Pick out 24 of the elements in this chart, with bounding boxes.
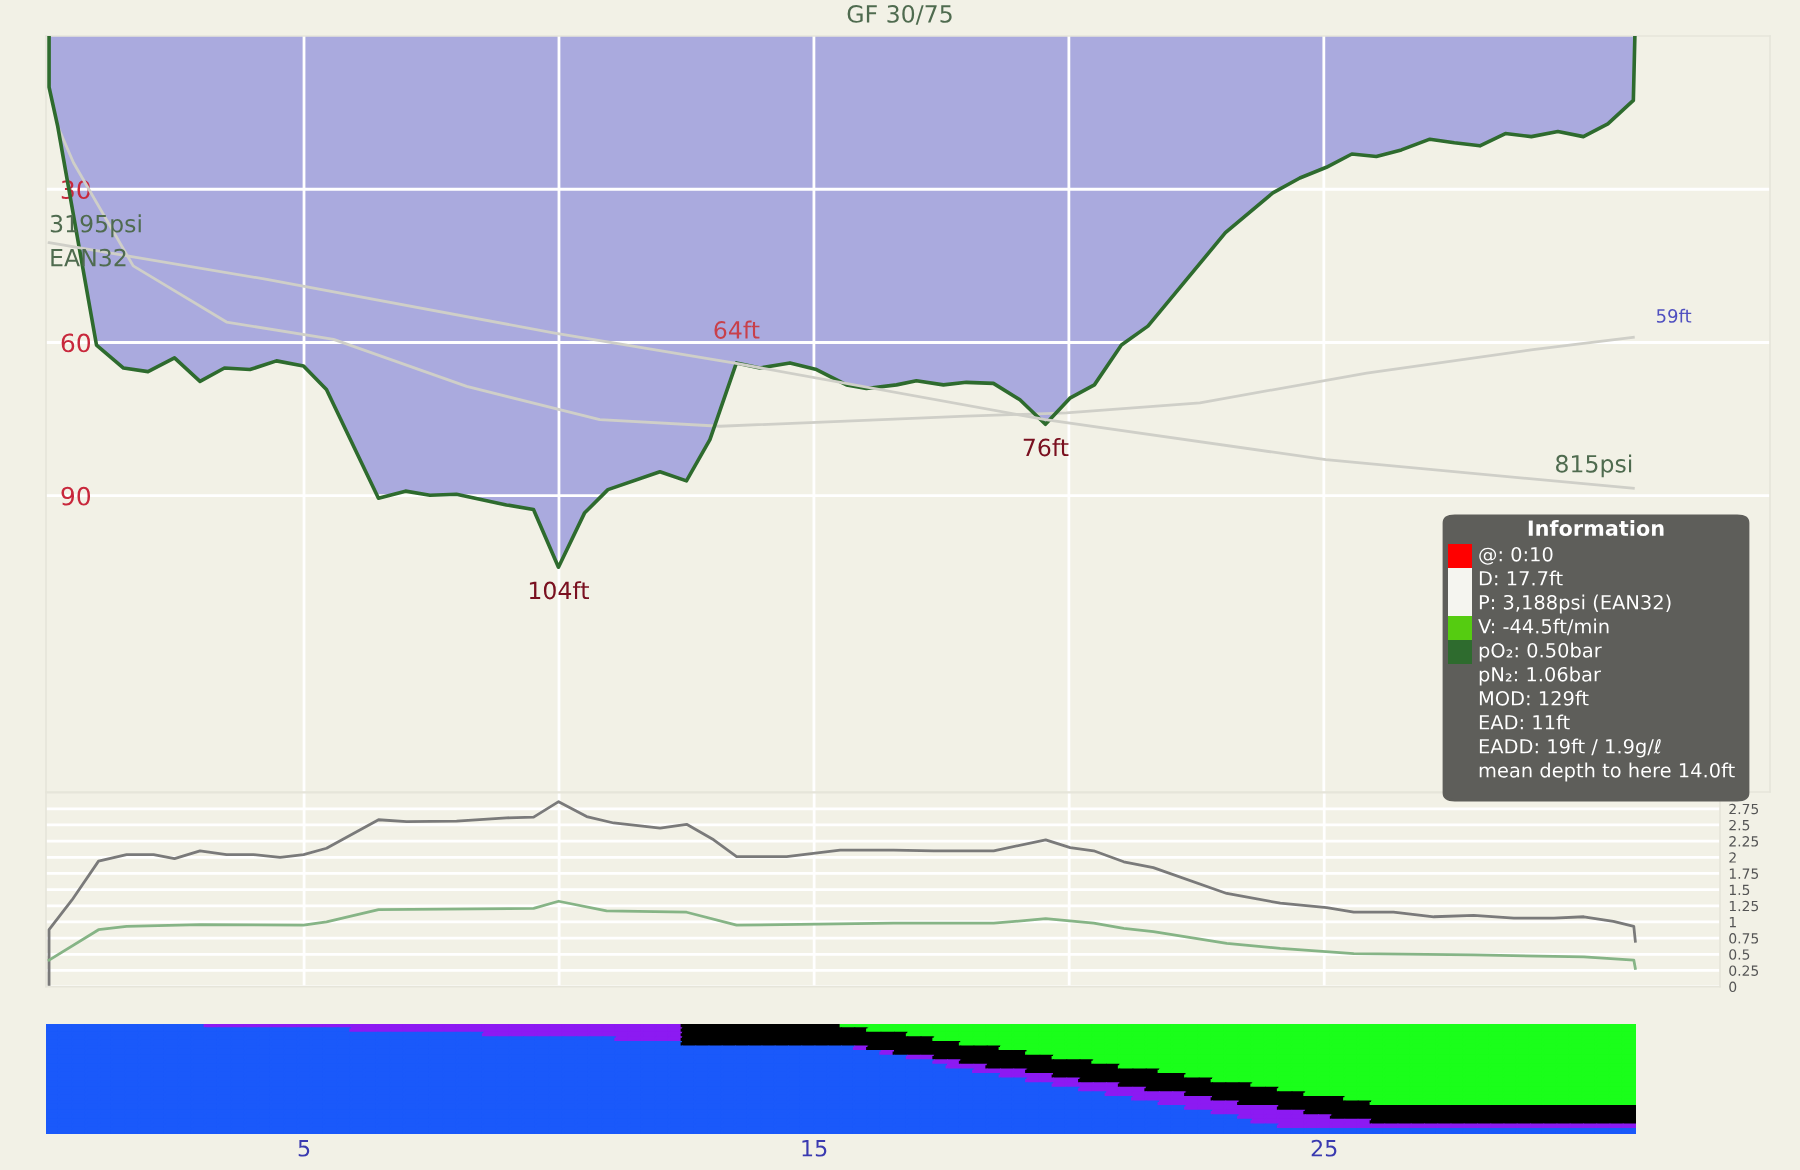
- annotation: Information: [1528, 519, 1664, 537]
- chart-title: GF 30/75: [847, 4, 952, 25]
- annotation: EADD: 19ft / 1.9g/ℓ: [1479, 738, 1661, 758]
- data-label: 76ft: [1023, 438, 1069, 457]
- data-label: 59ft: [1656, 308, 1692, 323]
- annotation: mean depth to here 14.0ft: [1479, 762, 1735, 782]
- annotation: @: 0:10: [1479, 546, 1553, 565]
- annotation: V: -44.5ft/min: [1478, 618, 1609, 636]
- data-label: 815psi: [1556, 454, 1632, 478]
- y-tick-label: 60: [61, 333, 91, 353]
- line-series: [47, 899, 1637, 970]
- x-tick-label: 15: [802, 1140, 827, 1157]
- data-label: 64ft: [714, 320, 760, 339]
- x-tick-label: 5: [298, 1140, 310, 1157]
- annotation: EAD: 11ft: [1479, 714, 1570, 730]
- annotation: D: 17.7ft: [1479, 570, 1563, 586]
- y-tick-label: 90: [61, 486, 91, 506]
- data-label: 104ft: [529, 581, 589, 600]
- x-tick-label: 25: [1311, 1139, 1337, 1157]
- line-series: [47, 800, 1637, 987]
- annotation: P: 3,188psi (EAN32): [1479, 594, 1671, 614]
- annotation: pN₂: 1.06bar: [1479, 666, 1601, 686]
- annotation: pO₂: 0.50bar: [1479, 642, 1602, 662]
- annotation: MOD: 129ft: [1479, 690, 1589, 706]
